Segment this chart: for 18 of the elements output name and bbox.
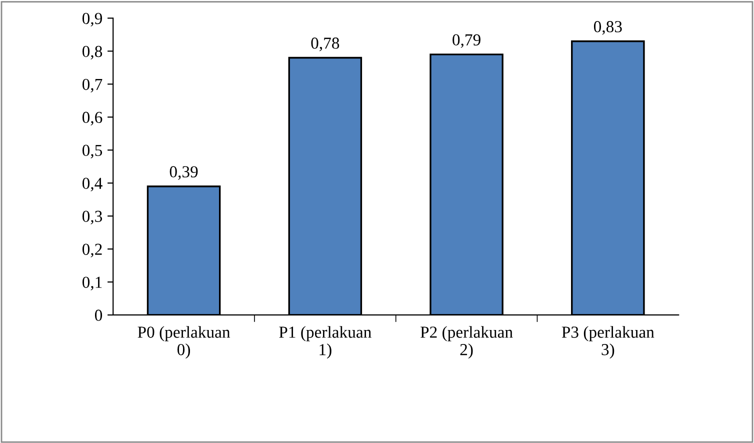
x-tick-label: P0 (perlakuan 0) [138, 326, 230, 359]
x-tick-label: P3 (perlakuan 3) [562, 326, 654, 359]
y-tick-label: 0,3 [82, 210, 102, 224]
y-tick-label: 0,9 [82, 12, 102, 27]
y-tick-label: 0,6 [82, 112, 102, 126]
y-tick-label: 0,1 [82, 276, 102, 290]
y-tick-label: 0,8 [82, 46, 102, 60]
data-label: 0,79 [452, 34, 480, 48]
x-tick-label: P1 (perlakuan 1) [279, 326, 372, 359]
y-tick-label: 0,5 [82, 144, 102, 158]
y-tick-label: 0,4 [82, 178, 102, 192]
y-tick-label: 0,2 [82, 244, 102, 258]
x-tick-label: P2 (perlakuan 2) [420, 326, 513, 359]
y-tick-label: 0,7 [82, 78, 102, 92]
data-label: 0,83 [594, 21, 622, 35]
data-label: 0,39 [170, 166, 198, 180]
data-label: 0,78 [311, 38, 340, 52]
y-tick-label: 0 [94, 310, 102, 321]
